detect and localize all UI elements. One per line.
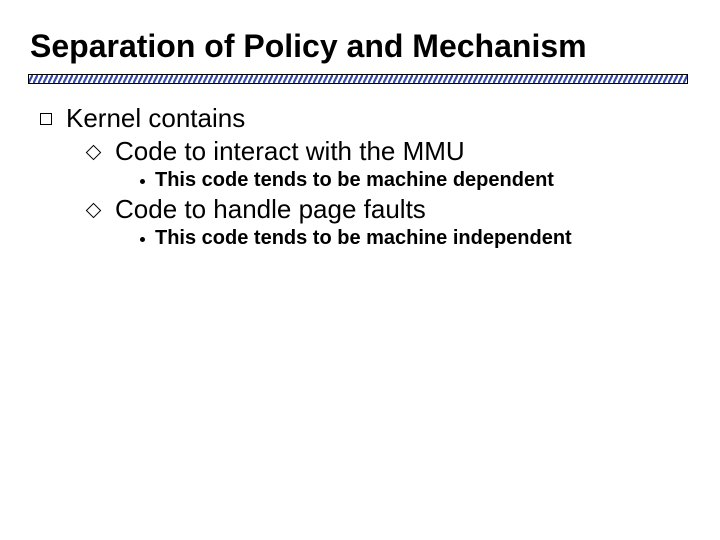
bullet-text: This code tends to be machine dependent <box>155 169 554 192</box>
bullet-text: Code to interact with the MMU <box>115 136 465 167</box>
bullet-level2: Code to handle page faults <box>88 194 690 225</box>
bullet-level3: This code tends to be machine independen… <box>140 227 690 250</box>
slide-title: Separation of Policy and Mechanism <box>30 28 690 65</box>
bullet-level3: This code tends to be machine dependent <box>140 169 690 192</box>
diamond-bullet-icon <box>86 203 102 219</box>
slide-body: Kernel contains Code to interact with th… <box>30 103 690 250</box>
bullet-text: This code tends to be machine independen… <box>155 227 572 250</box>
dot-bullet-icon <box>140 179 145 184</box>
square-bullet-icon <box>40 113 52 125</box>
slide: Separation of Policy and Mechanism Kerne… <box>0 0 720 540</box>
bullet-level1: Kernel contains <box>40 103 690 134</box>
diamond-bullet-icon <box>86 145 102 161</box>
bullet-level2: Code to interact with the MMU <box>88 136 690 167</box>
bullet-text: Code to handle page faults <box>115 194 426 225</box>
title-divider <box>28 74 688 84</box>
dot-bullet-icon <box>140 237 145 242</box>
bullet-text: Kernel contains <box>66 103 245 134</box>
